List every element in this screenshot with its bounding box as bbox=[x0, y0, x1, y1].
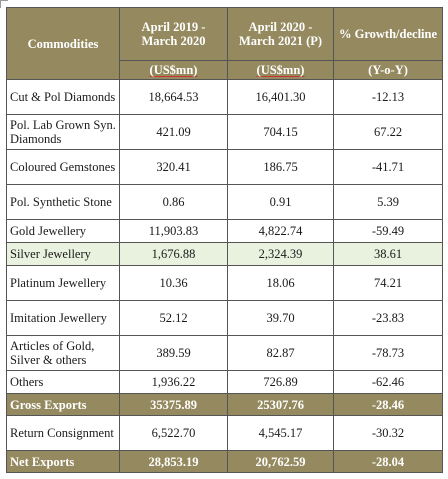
commodity-name: Others bbox=[6, 370, 120, 394]
growth-value: -62.46 bbox=[333, 370, 443, 394]
commodity-name: Silver Jewellery bbox=[6, 242, 120, 266]
header-commodities: Commodities bbox=[6, 7, 120, 80]
commodity-name: Cut & Pol Diamonds bbox=[6, 79, 120, 115]
header-row: Commodities April 2019 - March 2020 Apri… bbox=[6, 7, 443, 80]
table-row: Gold Jewellery 11,903.83 4,822.74 -59.49 bbox=[6, 219, 443, 243]
growth-value: 67.22 bbox=[333, 114, 443, 150]
value-2020-2021: 82.87 bbox=[227, 335, 334, 371]
value-2020-2021: 20,762.59 bbox=[227, 450, 334, 473]
unit-2019-2020: (US$mn) bbox=[119, 60, 228, 80]
commodity-name: Return Consignment bbox=[6, 415, 120, 451]
growth-value: -28.46 bbox=[333, 393, 443, 416]
commodity-name: Coloured Gemstones bbox=[6, 149, 120, 185]
value-2020-2021: 25307.76 bbox=[227, 393, 334, 416]
table-row: Coloured Gemstones 320.41 186.75 -41.71 bbox=[6, 149, 443, 185]
value-2019-2020: 389.59 bbox=[119, 335, 228, 371]
table-row: Return Consignment 6,522.70 4,545.17 -30… bbox=[6, 415, 443, 451]
value-2020-2021: 704.15 bbox=[227, 114, 334, 150]
net-exports-row: Net Exports 28,853.19 20,762.59 -28.04 bbox=[6, 450, 443, 473]
gross-exports-row: Gross Exports 35375.89 25307.76 -28.46 bbox=[6, 393, 443, 416]
header-2020-2021: April 2020 - March 2021 (P) bbox=[227, 7, 334, 61]
value-2020-2021: 2,324.39 bbox=[227, 242, 334, 266]
table-row: Articles of Gold, Silver & others 389.59… bbox=[6, 335, 443, 371]
value-2019-2020: 18,664.53 bbox=[119, 79, 228, 115]
commodity-name: Pol. Lab Grown Syn. Diamonds bbox=[6, 114, 120, 150]
commodity-name: Pol. Synthetic Stone bbox=[6, 184, 120, 220]
commodity-name: Articles of Gold, Silver & others bbox=[6, 335, 120, 371]
value-2020-2021: 4,545.17 bbox=[227, 415, 334, 451]
table-row: Pol. Synthetic Stone 0.86 0.91 5.39 bbox=[6, 184, 443, 220]
header-growth: % Growth/decline bbox=[333, 7, 443, 61]
growth-value: -78.73 bbox=[333, 335, 443, 371]
value-2020-2021: 18.06 bbox=[227, 265, 334, 301]
table-row-highlighted: Silver Jewellery 1,676.88 2,324.39 38.61 bbox=[6, 242, 443, 266]
value-2020-2021: 16,401.30 bbox=[227, 79, 334, 115]
table-row: Cut & Pol Diamonds 18,664.53 16,401.30 -… bbox=[6, 79, 443, 115]
commodities-export-table: Commodities April 2019 - March 2020 Apri… bbox=[6, 7, 443, 473]
unit-label: (US$mn) bbox=[256, 63, 305, 77]
value-2019-2020: 6,522.70 bbox=[119, 415, 228, 451]
growth-value: -12.13 bbox=[333, 79, 443, 115]
table-row: Others 1,936.22 726.89 -62.46 bbox=[6, 370, 443, 394]
growth-value: -59.49 bbox=[333, 219, 443, 243]
value-2019-2020: 421.09 bbox=[119, 114, 228, 150]
value-2019-2020: 10.36 bbox=[119, 265, 228, 301]
value-2019-2020: 1,676.88 bbox=[119, 242, 228, 266]
total-label: Net Exports bbox=[6, 450, 120, 473]
growth-value: -28.04 bbox=[333, 450, 443, 473]
value-2019-2020: 0.86 bbox=[119, 184, 228, 220]
growth-value: -23.83 bbox=[333, 300, 443, 336]
unit-label: (US$mn) bbox=[149, 63, 198, 77]
table-row: Platinum Jewellery 10.36 18.06 74.21 bbox=[6, 265, 443, 301]
total-label: Gross Exports bbox=[6, 393, 120, 416]
value-2019-2020: 52.12 bbox=[119, 300, 228, 336]
page-corner-mark bbox=[0, 0, 8, 8]
value-2019-2020: 35375.89 bbox=[119, 393, 228, 416]
commodity-name: Imitation Jewellery bbox=[6, 300, 120, 336]
header-2019-2020: April 2019 - March 2020 bbox=[119, 7, 228, 61]
value-2020-2021: 0.91 bbox=[227, 184, 334, 220]
growth-value: 74.21 bbox=[333, 265, 443, 301]
unit-row: (US$mn) (US$mn) (Y-o-Y) bbox=[7, 60, 443, 80]
value-2020-2021: 39.70 bbox=[227, 300, 334, 336]
value-2020-2021: 726.89 bbox=[227, 370, 334, 394]
table-row: Imitation Jewellery 52.12 39.70 -23.83 bbox=[6, 300, 443, 336]
unit-2020-2021: (US$mn) bbox=[227, 60, 334, 80]
commodity-name: Platinum Jewellery bbox=[6, 265, 120, 301]
table-row: Pol. Lab Grown Syn. Diamonds 421.09 704.… bbox=[6, 114, 443, 150]
value-2019-2020: 320.41 bbox=[119, 149, 228, 185]
value-2019-2020: 11,903.83 bbox=[119, 219, 228, 243]
value-2019-2020: 1,936.22 bbox=[119, 370, 228, 394]
commodity-name: Gold Jewellery bbox=[6, 219, 120, 243]
value-2019-2020: 28,853.19 bbox=[119, 450, 228, 473]
growth-value: -30.32 bbox=[333, 415, 443, 451]
growth-value: -41.71 bbox=[333, 149, 443, 185]
unit-growth: (Y-o-Y) bbox=[333, 60, 443, 80]
growth-value: 5.39 bbox=[333, 184, 443, 220]
value-2020-2021: 186.75 bbox=[227, 149, 334, 185]
value-2020-2021: 4,822.74 bbox=[227, 219, 334, 243]
growth-value: 38.61 bbox=[333, 242, 443, 266]
